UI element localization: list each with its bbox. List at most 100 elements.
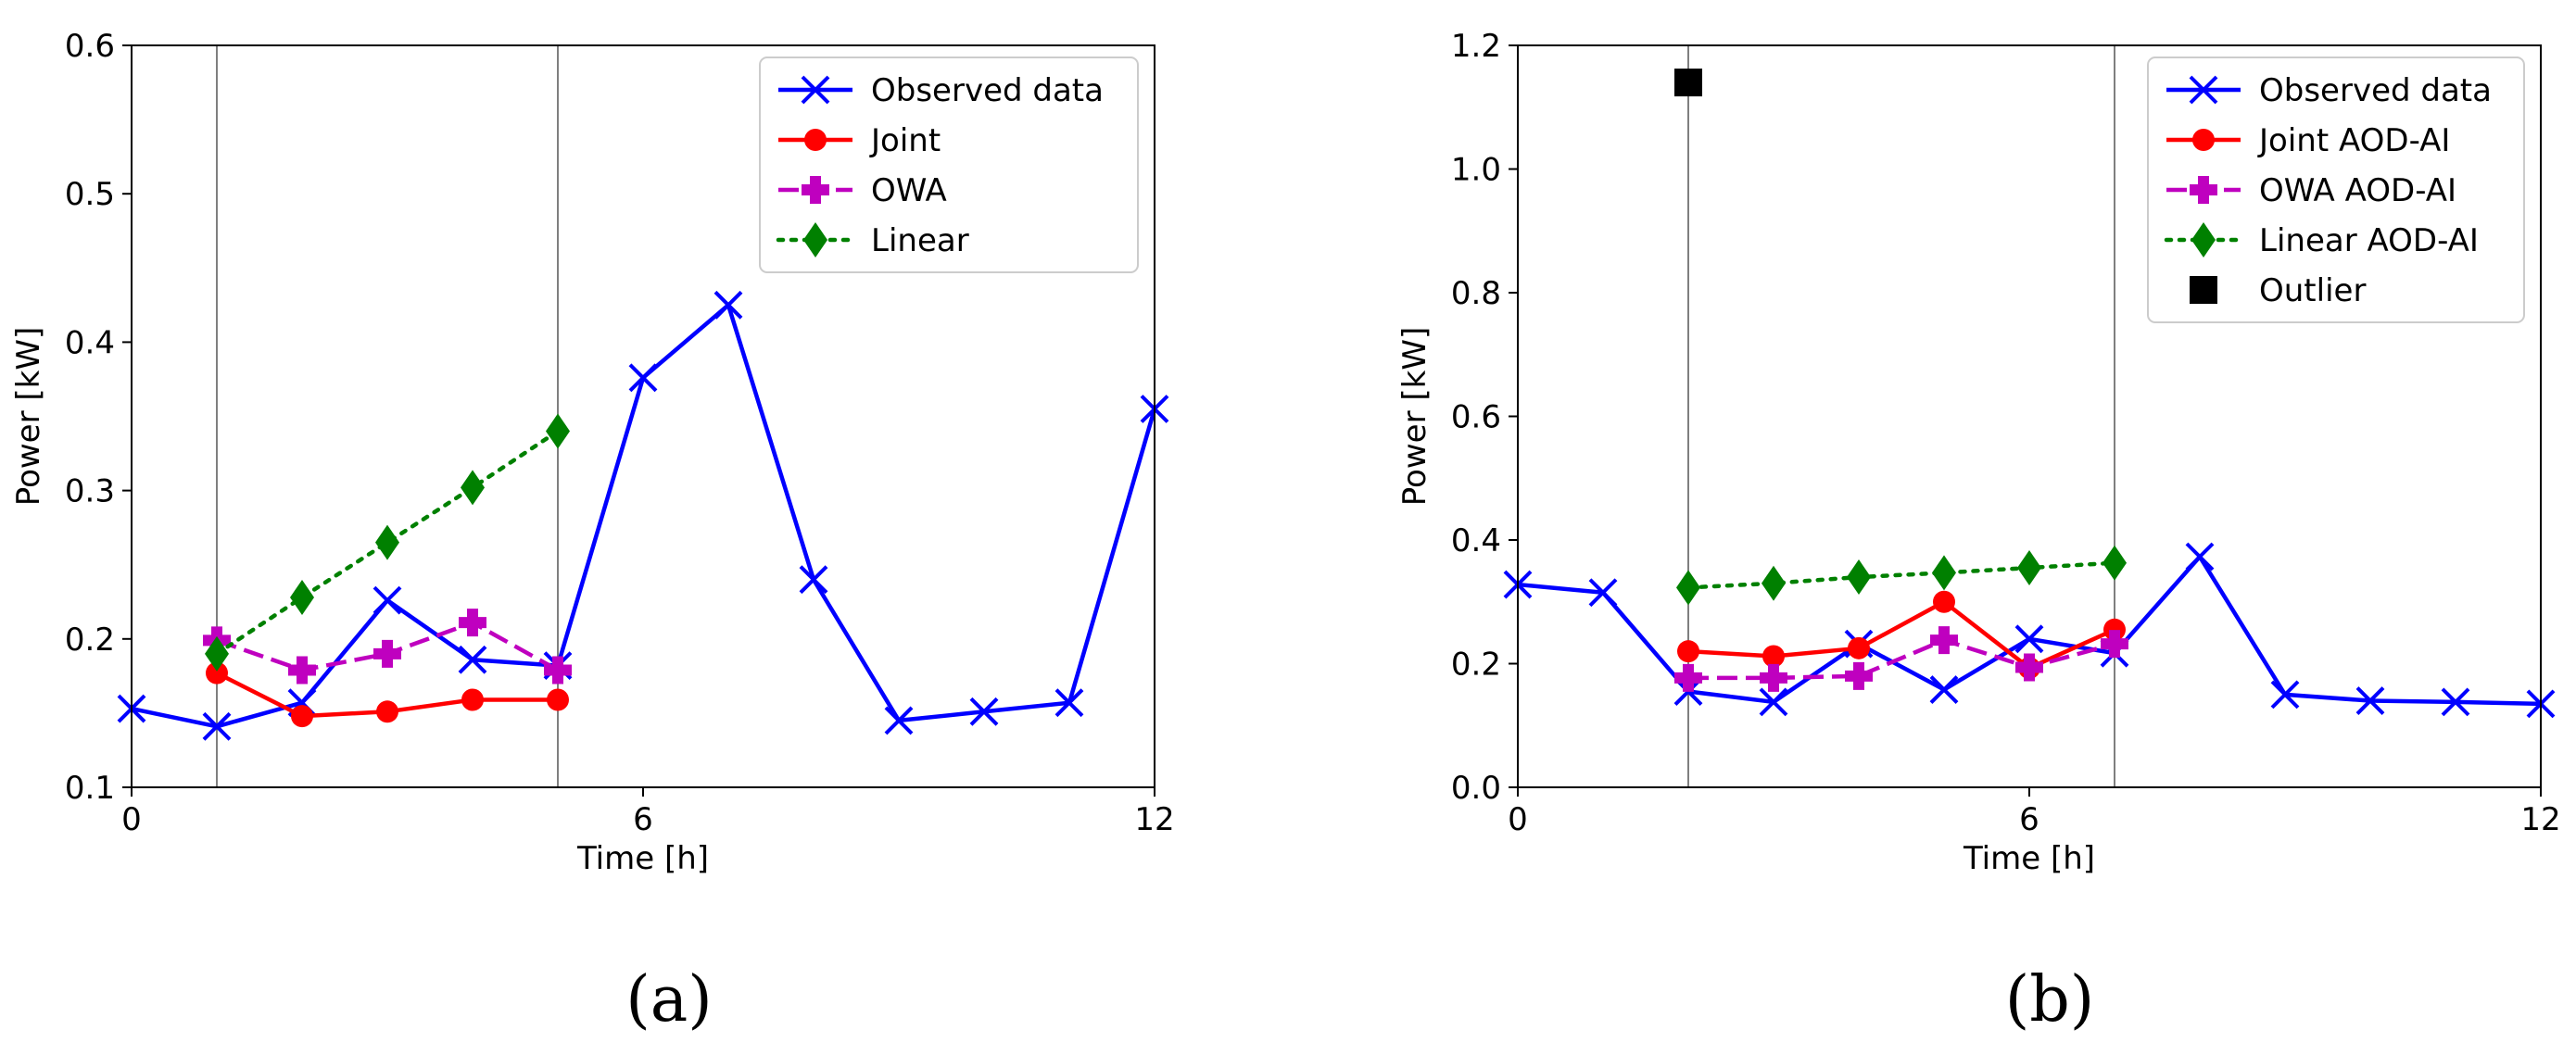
x-tick-label: 0	[121, 801, 142, 838]
legend-box	[2147, 57, 2525, 323]
data-point	[290, 579, 314, 615]
data-point	[1677, 640, 1699, 663]
data-point	[459, 609, 486, 637]
data-point	[628, 363, 658, 393]
data-point	[1762, 565, 1786, 601]
y-tick-label: 0.2	[65, 622, 115, 659]
y-tick-label: 0.5	[65, 176, 115, 213]
data-point	[2015, 653, 2043, 682]
series-owa-aod-ai	[1674, 626, 2128, 692]
chart-a: 0 6 12 0.1 0.2 0.3 0.4 0.5 0.6 Time [h] Power [kW]…	[10, 28, 1175, 877]
data-point	[376, 700, 398, 723]
y-tick-label: 1.0	[1451, 152, 1501, 189]
data-point	[1674, 69, 1702, 97]
y-tick-label: 0.0	[1451, 770, 1501, 807]
data-point	[461, 470, 485, 506]
legend-label: OWA AOD-AI	[2259, 172, 2456, 209]
data-point	[206, 661, 228, 684]
data-point	[461, 688, 484, 711]
legend-marker	[2190, 276, 2217, 304]
series-line	[214, 429, 561, 657]
data-point	[2441, 687, 2470, 717]
x-tick-label: 12	[1134, 801, 1174, 838]
data-point	[1845, 661, 1873, 690]
series-outlier	[1674, 69, 1702, 97]
legend-marker	[2192, 129, 2215, 151]
data-point	[884, 706, 914, 735]
legend-label: Linear	[871, 222, 969, 259]
legend-marker	[2191, 222, 2216, 257]
data-point	[205, 635, 229, 672]
data-point	[969, 697, 999, 726]
legend-label: Observed data	[2259, 72, 2492, 109]
legend-label: Linear AOD-AI	[2259, 222, 2479, 259]
x-axis-label: Time [h]	[576, 840, 709, 877]
legend-label: Joint	[869, 122, 941, 159]
y-tick-label: 0.2	[1451, 647, 1501, 684]
legend-marker	[801, 75, 830, 105]
series-line	[1687, 599, 2115, 671]
legend-marker	[802, 176, 829, 204]
data-point	[546, 413, 570, 449]
data-point	[544, 656, 572, 684]
data-point	[1848, 636, 1870, 659]
y-tick-label: 0.4	[1451, 522, 1501, 559]
legend-label: Joint AOD-AI	[2257, 122, 2450, 159]
y-tick-label: 0.4	[65, 324, 115, 361]
data-point	[373, 639, 401, 668]
data-point	[547, 688, 569, 711]
x-tick-label: 12	[2520, 801, 2560, 838]
legend-label: Observed data	[871, 72, 1104, 109]
y-axis-label: Power [kW]	[10, 327, 47, 506]
data-point	[799, 565, 828, 595]
data-point	[1760, 663, 1787, 692]
data-point	[1847, 559, 1871, 596]
legend: Observed data Joint OWA Linear	[759, 57, 1139, 273]
y-tick-label: 0.6	[1451, 399, 1501, 436]
caption-b: (b)	[2004, 963, 2095, 1036]
legend-label: OWA	[871, 172, 947, 209]
data-point	[291, 705, 313, 728]
series-owa	[203, 609, 572, 684]
series-line	[1688, 637, 2115, 681]
data-point	[373, 585, 402, 615]
caption-a: (a)	[625, 963, 713, 1036]
series-line	[1686, 560, 2117, 590]
y-tick-label: 0.3	[65, 473, 115, 510]
legend-box	[759, 57, 1139, 273]
data-point	[2102, 545, 2127, 581]
legend-marker	[804, 129, 827, 151]
data-point	[1762, 645, 1785, 668]
x-tick-label: 0	[1508, 801, 1528, 838]
data-point	[2014, 624, 2044, 654]
data-point	[2355, 686, 2385, 715]
series-observed-data	[117, 290, 1169, 741]
legend: Observed data Joint AOD-AI OWA AOD-AI Linea…	[2147, 57, 2525, 323]
x-tick-label: 6	[633, 801, 653, 838]
data-point	[202, 711, 232, 741]
data-point	[288, 656, 316, 684]
chart-b: 0 6 12 0.0 0.2 0.4 0.6 0.8 1.0 1.2 Time [h] Power […	[1396, 28, 2561, 877]
data-point	[713, 290, 743, 320]
series-linear	[205, 413, 570, 672]
legend-marker	[2189, 75, 2218, 105]
data-point	[1930, 626, 1958, 655]
data-point	[1054, 688, 1084, 718]
y-tick-label: 1.2	[1451, 28, 1501, 65]
data-point	[2270, 680, 2300, 710]
legend-marker	[803, 222, 827, 257]
series-joint	[206, 661, 569, 728]
data-point	[2185, 542, 2215, 571]
data-point	[458, 645, 487, 674]
data-point	[1932, 555, 1956, 591]
data-point	[1588, 578, 1618, 608]
legend-label: Outlier	[2259, 272, 2366, 309]
series-linear-aod-ai	[1676, 545, 2127, 606]
y-axis-label: Power [kW]	[1396, 327, 1433, 506]
y-tick-label: 0.6	[65, 28, 115, 65]
data-point	[1933, 590, 1955, 613]
x-tick-label: 6	[2019, 801, 2039, 838]
y-tick-label: 0.8	[1451, 275, 1501, 312]
legend-marker	[2190, 176, 2217, 204]
